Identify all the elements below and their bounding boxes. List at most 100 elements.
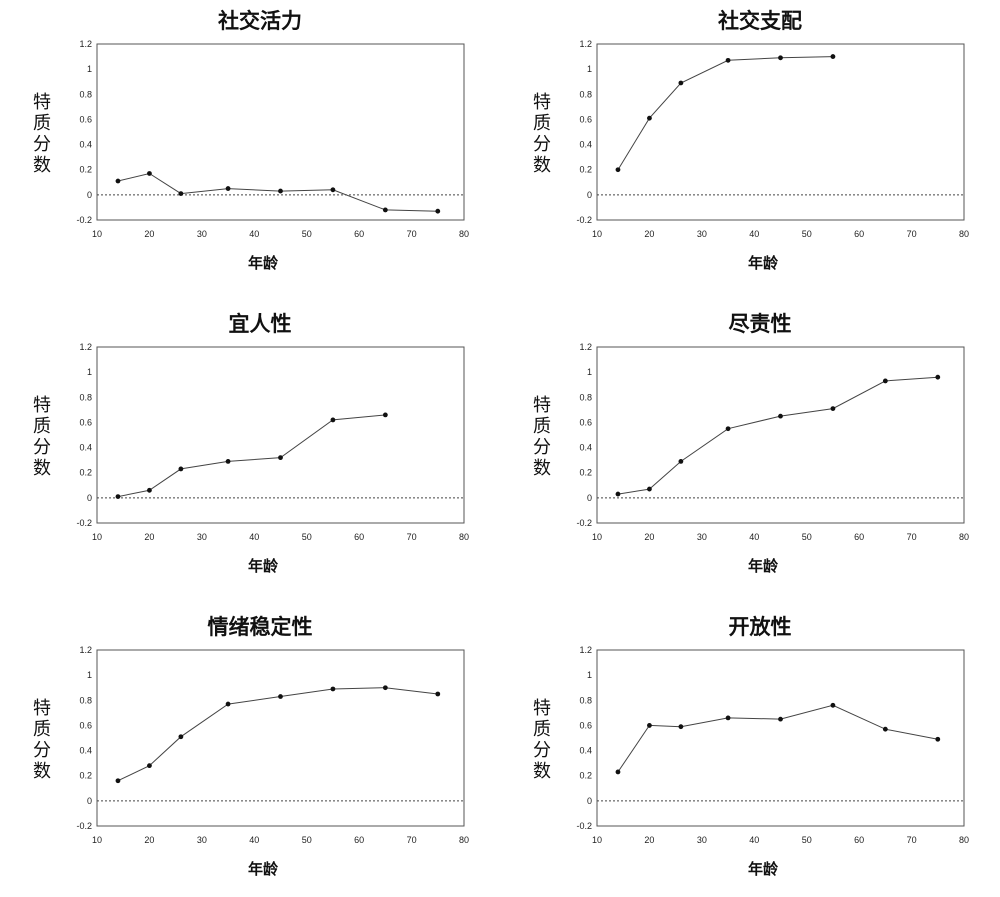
series-line [617,376,938,495]
x-tick-label: 70 [907,835,917,845]
y-tick-label: 0.6 [579,417,592,427]
data-point [382,412,388,418]
chart-title: 宜人性 [229,312,292,336]
data-point [382,207,388,213]
y-tick-label: -0.2 [76,215,92,225]
y-tick-label: 0.8 [79,392,92,402]
y-tick-label: 0.8 [79,695,92,705]
x-tick-label: 10 [92,835,102,845]
data-point [830,54,836,59]
y-tick-label: 0.2 [79,468,92,478]
y-tick-label: 1 [587,367,592,377]
data-point [178,734,184,740]
plot-frame [96,649,465,827]
data-point [278,455,283,461]
data-point [725,57,731,63]
x-tick-label: 30 [197,835,207,845]
chart-conscientiousness: 尽责性 特质分数 -0.2 0 0.2 0.4 0.6 0.8 1 1.2 10 20 30 40 50 60… [500,303,1000,593]
y-axis-label: 特质分数 [33,92,51,176]
series-line [117,414,386,498]
data-point [678,80,684,86]
x-tick-label: 50 [302,229,312,239]
data-point [147,171,152,176]
x-tick-label: 50 [302,835,312,845]
data-point [778,55,783,61]
data-point [647,486,652,492]
y-tick-label: 0.4 [79,746,92,756]
y-tick-label: 0.6 [79,114,92,124]
y-tick-label: 0 [587,493,592,503]
x-tick-label: 60 [854,229,864,239]
chart-openness: 开放性 特质分数 -0.2 0 0.2 0.4 0.6 0.8 1 1.2 10 20 30 40 50 60… [500,606,1000,896]
y-tick-label: 0.8 [79,89,92,99]
data-point [678,459,684,464]
x-tick-label: 60 [854,835,864,845]
y-tick-label: 0 [87,796,92,806]
chart-title: 开放性 [729,615,792,639]
chart-title: 尽责性 [729,312,792,336]
y-tick-label: 0.4 [579,443,592,453]
data-point [647,115,652,121]
y-tick-label: 0.2 [79,771,92,781]
data-point [435,691,441,697]
y-tick-label: 1 [587,670,592,680]
x-tick-label: 40 [249,532,259,542]
data-point [178,466,184,472]
data-point [778,413,783,419]
data-point [615,167,621,173]
y-axis-label: 特质分数 [33,395,51,479]
x-tick-label: 50 [802,532,812,542]
data-point [615,491,621,497]
x-tick-label: 40 [249,229,259,239]
x-axis-label: 年龄 [248,557,279,575]
x-tick-label: 70 [407,229,417,239]
y-tick-label: 0.6 [579,114,592,124]
data-point [935,374,941,380]
y-tick-label: 0.6 [79,720,92,730]
data-point [278,694,283,699]
y-axis-label: 特质分数 [533,395,551,479]
plot-frame [96,43,465,221]
x-tick-label: 40 [749,229,759,239]
x-axis-label: 年龄 [248,860,279,878]
y-tick-label: 1 [587,64,592,74]
data-point [725,715,731,721]
x-tick-label: 40 [249,835,259,845]
y-tick-label: 0.8 [579,89,592,99]
y-tick-label: -0.2 [576,215,592,225]
x-tick-label: 80 [459,532,469,542]
y-axis-label: 特质分数 [33,698,51,782]
x-tick-label: 30 [697,835,707,845]
y-tick-label: 0.2 [79,165,92,175]
y-tick-label: 0.2 [579,165,592,175]
x-tick-label: 20 [644,229,654,239]
x-tick-label: 70 [907,532,917,542]
data-point [330,686,336,692]
y-tick-label: -0.2 [76,821,92,831]
plot-frame [96,346,465,524]
x-tick-label: 40 [749,532,759,542]
chart-social-vitality: 社交活力 特质分数 -0.2 0 0.2 0.4 0.6 0.8 1 1.2 10 20 30 40 50 6… [0,0,500,290]
data-point [147,487,152,493]
x-tick-label: 80 [959,835,969,845]
y-tick-label: -0.2 [76,518,92,528]
x-tick-label: 50 [802,229,812,239]
y-tick-label: 1 [87,367,92,377]
x-tick-label: 10 [92,229,102,239]
data-point [225,459,231,464]
x-tick-label: 20 [644,532,654,542]
x-tick-label: 10 [592,835,602,845]
data-point [147,763,152,769]
data-point [615,769,621,775]
plot-frame [596,346,965,524]
x-tick-label: 70 [907,229,917,239]
data-point [830,702,836,708]
x-tick-label: 60 [354,532,364,542]
y-tick-label: 0.6 [79,417,92,427]
x-tick-label: 20 [144,532,154,542]
x-axis-label: 年龄 [748,557,779,575]
data-point [330,187,336,193]
